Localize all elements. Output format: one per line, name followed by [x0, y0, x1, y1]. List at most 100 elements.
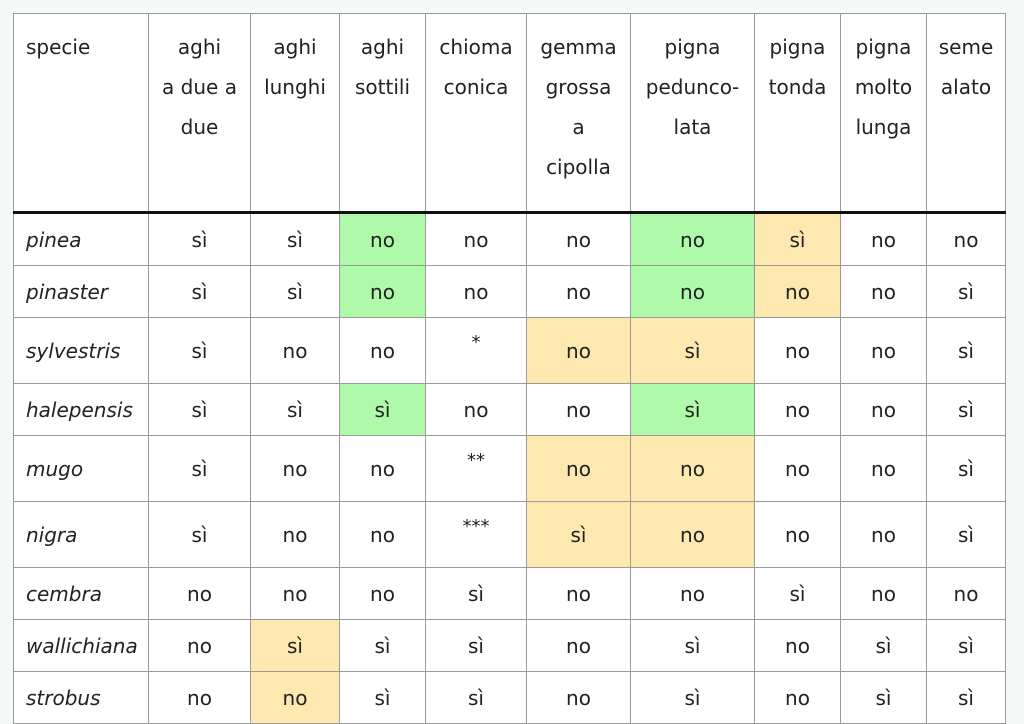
table-cell: no	[754, 671, 841, 724]
table-cell: no	[148, 567, 251, 620]
table-cell: no	[926, 212, 1006, 266]
table-cell: no	[926, 567, 1006, 620]
species-name-cell: pinaster	[13, 265, 149, 318]
column-header-line: peduncо-	[645, 75, 740, 99]
table-cell: no	[526, 619, 631, 672]
column-header-line: lunghi	[264, 75, 326, 99]
table-cell: no	[250, 567, 340, 620]
table-cell: sì	[926, 265, 1006, 318]
table-cell: sì	[926, 435, 1006, 502]
table-cell: no	[526, 212, 631, 266]
column-header-line: molto	[854, 75, 913, 99]
table-cell: sì	[630, 671, 755, 724]
table-row: mugo sì no no ** no no no no sì	[13, 435, 1006, 502]
table-cell: sì	[148, 265, 251, 318]
table-row: nigra sì no no *** sì no no no sì	[13, 501, 1006, 568]
column-header: gemma grossa a cipolla	[526, 13, 631, 214]
species-name-cell: halepensis	[13, 383, 149, 436]
column-header: chioma conica	[425, 13, 527, 214]
table-cell: sì	[840, 619, 927, 672]
column-header-line: a due a	[162, 75, 237, 99]
table-cell: **	[425, 435, 527, 502]
table-cell: sì	[425, 567, 527, 620]
column-header-line: aghi	[177, 35, 222, 59]
table-cell: no	[339, 435, 426, 502]
pine-species-table: specie aghi a due a due aghi lunghi aghi sottil…	[13, 13, 1006, 724]
table-cell: no	[630, 567, 755, 620]
column-header-line: aghi	[273, 35, 317, 59]
column-header-line: alato	[940, 75, 992, 99]
species-name-cell: pinea	[13, 212, 149, 266]
species-name-cell: cembra	[13, 567, 149, 620]
table-cell: *	[425, 317, 527, 384]
table-row: wallichiana no sì sì sì no sì no sì sì	[13, 619, 1006, 672]
table-cell: sì	[926, 619, 1006, 672]
table-row: sylvestris sì no no * no sì no no sì	[13, 317, 1006, 384]
table-cell: no	[754, 501, 841, 568]
table-cell: sì	[250, 383, 340, 436]
table-row: pinea sì sì no no no no sì no no	[13, 212, 1006, 266]
table-cell: sì	[148, 501, 251, 568]
table-cell: sì	[148, 317, 251, 384]
column-header: pigna molto lunga	[840, 13, 927, 214]
table-row: cembra no no no sì no no sì no no	[13, 567, 1006, 620]
table-cell: sì	[630, 383, 755, 436]
column-header-line: pigna	[664, 35, 721, 59]
table-cell: sì	[926, 501, 1006, 568]
species-name-cell: sylvestris	[13, 317, 149, 384]
table-cell: no	[630, 265, 755, 318]
column-header-line: due	[180, 115, 219, 139]
table-cell: sì	[148, 383, 251, 436]
table-cell: no	[526, 317, 631, 384]
table-row: strobus no no sì sì no sì no sì sì	[13, 671, 1006, 724]
table-cell: no	[526, 435, 631, 502]
table-cell: no	[840, 317, 927, 384]
table-cell: no	[339, 265, 426, 318]
table-cell: sì	[339, 383, 426, 436]
table-cell: no	[425, 265, 527, 318]
table-row: pinaster sì sì no no no no no no sì	[13, 265, 1006, 318]
table-cell: no	[754, 265, 841, 318]
table-cell: no	[148, 619, 251, 672]
table-cell: no	[840, 435, 927, 502]
table-cell: no	[250, 671, 340, 724]
table-cell: no	[754, 317, 841, 384]
column-header-line: lata	[673, 115, 712, 139]
table-cell: no	[425, 212, 527, 266]
table-cell: no	[526, 265, 631, 318]
column-header-line: grossa	[545, 75, 612, 99]
column-header-species: specie	[13, 13, 149, 214]
column-header: aghi a due a due	[148, 13, 251, 214]
column-header-line: lunga	[855, 115, 912, 139]
column-header-line: conica	[443, 75, 509, 99]
table-container: specie aghi a due a due aghi lunghi aghi sottil…	[13, 13, 1006, 724]
column-header-line: chioma	[439, 35, 513, 59]
table-cell: no	[526, 671, 631, 724]
table-cell: no	[630, 435, 755, 502]
column-header-line: sottili	[354, 75, 410, 99]
column-header-line: specie	[26, 35, 91, 59]
table-cell: no	[840, 383, 927, 436]
table-cell: no	[840, 567, 927, 620]
table-cell: no	[250, 317, 340, 384]
column-header-line: pigna	[769, 35, 826, 59]
table-cell: no	[526, 383, 631, 436]
table-cell: no	[339, 212, 426, 266]
table-cell: no	[840, 265, 927, 318]
column-header: pigna peduncо-lata	[630, 13, 755, 214]
species-name-cell: wallichiana	[13, 619, 149, 672]
table-cell: sì	[425, 619, 527, 672]
table-cell: sì	[526, 501, 631, 568]
column-header-line: pigna	[855, 35, 912, 59]
column-header: aghi sottili	[339, 13, 426, 214]
table-cell: no	[250, 435, 340, 502]
column-header-line: seme	[938, 35, 994, 59]
table-cell: no	[630, 212, 755, 266]
table-cell: sì	[250, 619, 340, 672]
table-cell: no	[630, 501, 755, 568]
table-header: specie aghi a due a due aghi lunghi aghi sottil…	[13, 13, 1006, 214]
table-cell: no	[250, 501, 340, 568]
species-name-cell: nigra	[13, 501, 149, 568]
table-cell: no	[148, 671, 251, 724]
column-header: pigna tonda	[754, 13, 841, 214]
